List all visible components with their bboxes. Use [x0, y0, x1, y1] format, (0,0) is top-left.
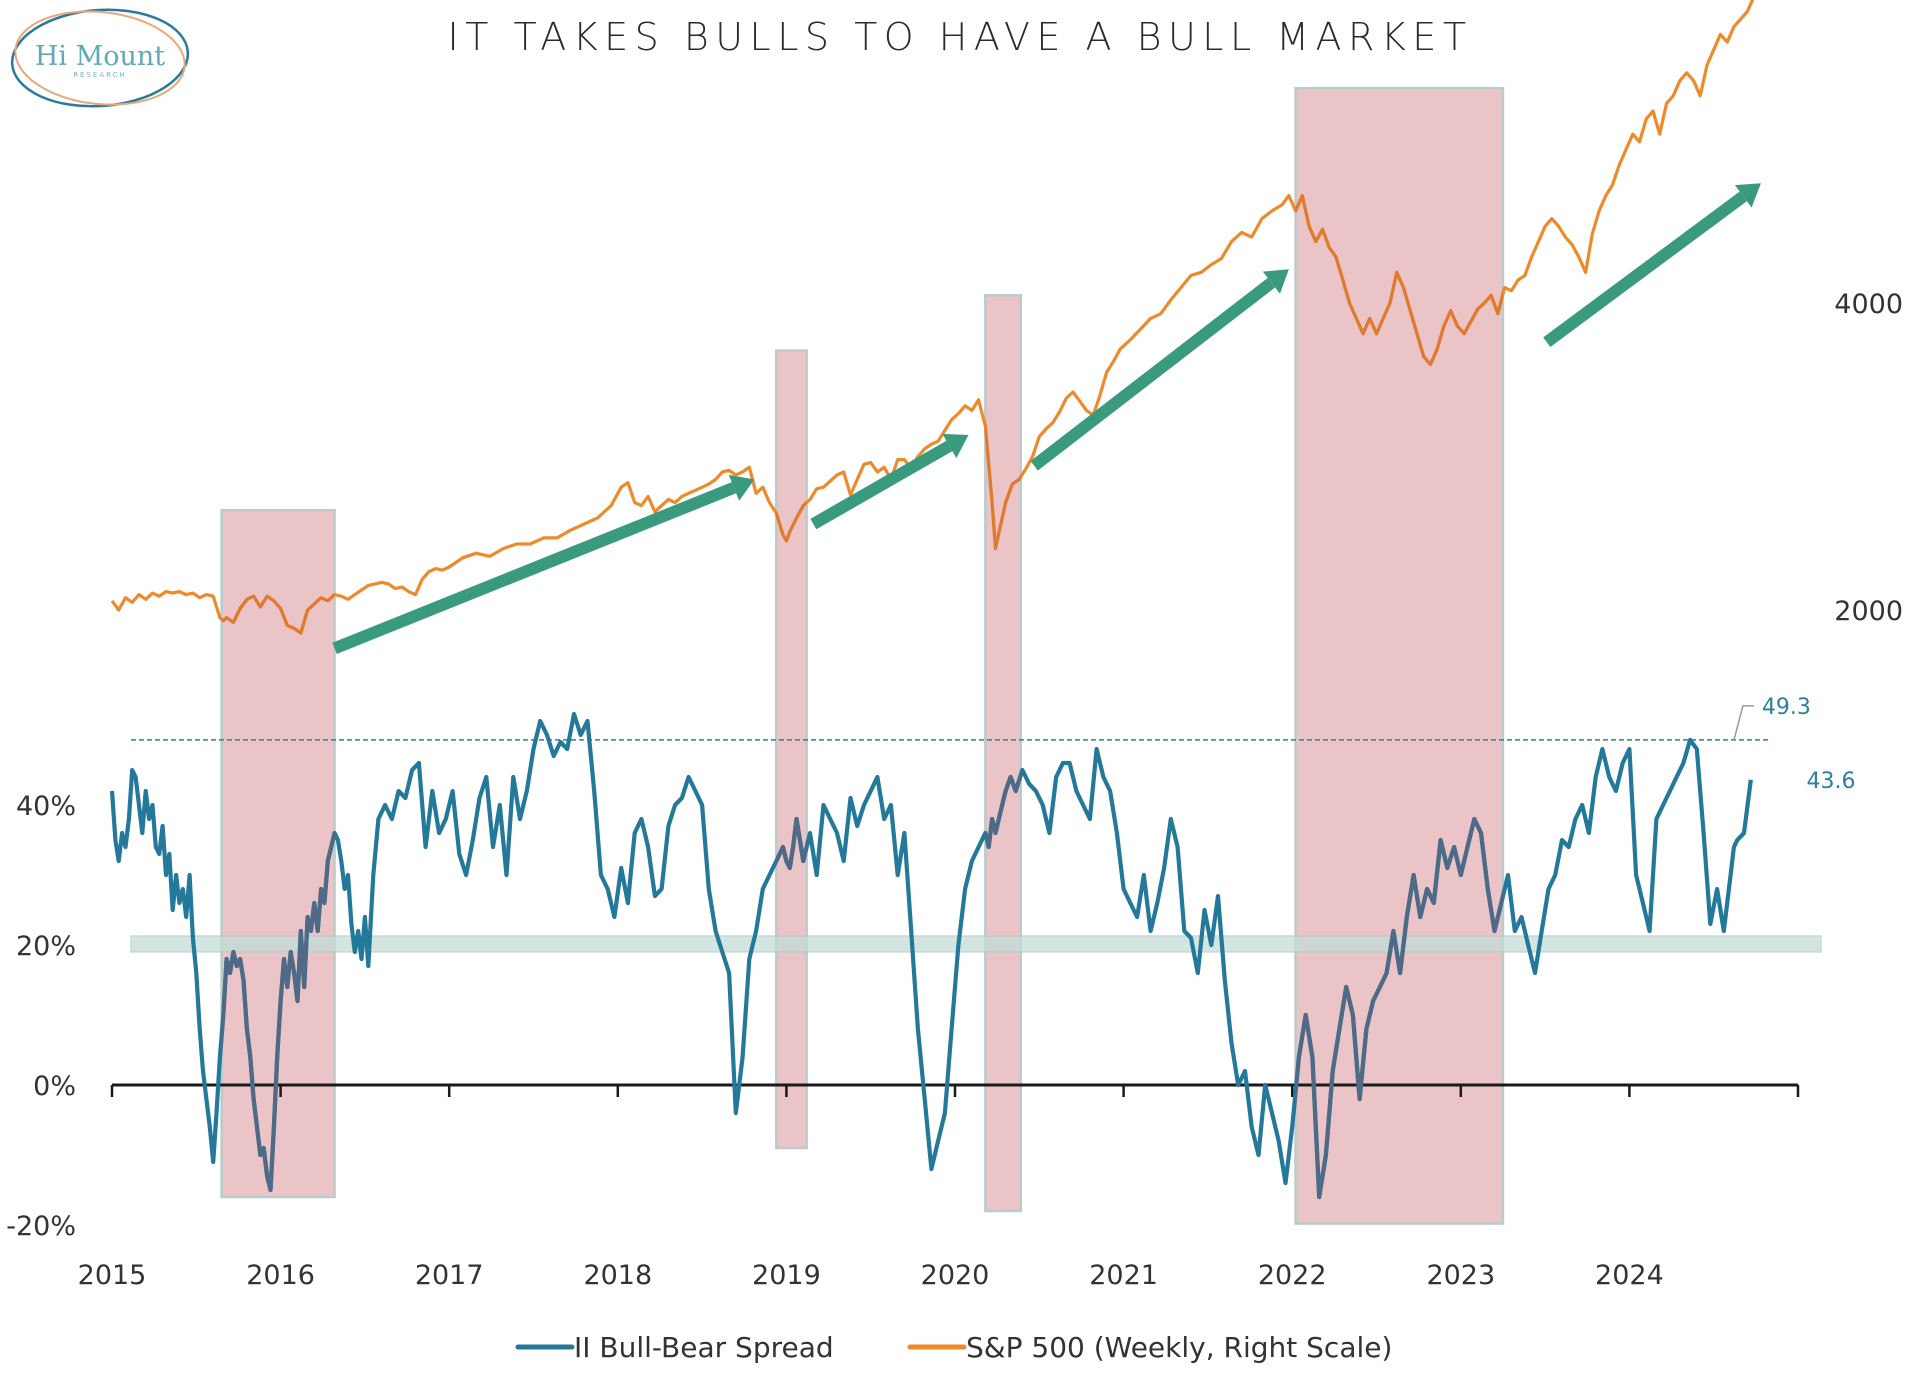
series-line-bull-bear-spread	[109, 711, 1753, 1200]
x-axis-label: 2015	[78, 1260, 147, 1291]
annotation-label-43-6: 43.6	[1807, 769, 1856, 794]
series-line-spread-shaded	[221, 711, 1503, 1200]
trend-arrow-2-shaft	[810, 440, 953, 530]
logo-subtitle: RESEARCH	[73, 71, 127, 79]
logo-ellipse-orange	[14, 10, 186, 106]
shaded-period-4	[1294, 86, 1505, 1225]
left-axis-label: -20%	[6, 1211, 76, 1242]
left-axis-labels: 40% 20% 0% -20%	[6, 791, 76, 1242]
reference-band	[130, 935, 1822, 953]
shaded-periods	[220, 86, 1505, 1225]
trend-arrow-4-head	[1734, 183, 1761, 208]
left-axis-label: 20%	[16, 931, 76, 962]
x-axis-label: 2022	[1258, 1260, 1327, 1291]
trend-arrow-3-shaft	[1030, 277, 1276, 471]
series-lines	[109, 0, 1755, 1200]
x-axis-label: 2023	[1426, 1260, 1495, 1291]
shaded-period-3	[984, 294, 1023, 1213]
left-axis-label: 0%	[33, 1071, 76, 1102]
trend-arrow-1-head	[728, 474, 755, 501]
legend-label-sp500: S&P 500 (Weekly, Right Scale)	[966, 1331, 1392, 1364]
annotation-leader-49-3	[1733, 705, 1754, 741]
right-axis-label: 4000	[1834, 289, 1903, 320]
trend-arrow-4-shaft	[1543, 191, 1747, 347]
x-axis-labels: 2015 2016 2017 2018 2019 2020 2021 2022 2023 2024	[78, 1260, 1664, 1291]
annotation-label-49-3: 49.3	[1762, 695, 1811, 720]
x-axis	[110, 1083, 1800, 1097]
logo: Hi Mount RESEARCH	[10, 8, 190, 108]
trend-arrow-3-head	[1262, 269, 1289, 294]
trend-arrow-2-head	[942, 433, 969, 459]
legend-label-spread: II Bull-Bear Spread	[574, 1331, 834, 1364]
x-axis-label: 2019	[752, 1260, 821, 1291]
logo-ellipse-blue	[10, 8, 190, 108]
shaded-period-2	[775, 349, 808, 1150]
legend: II Bull-Bear Spread S&P 500 (Weekly, Rig…	[515, 1331, 1392, 1364]
annotations: 49.3 43.6	[1733, 695, 1856, 794]
trend-arrow-1-shaft	[332, 482, 737, 654]
x-axis-label: 2018	[583, 1260, 652, 1291]
logo-text: Hi Mount	[35, 41, 165, 72]
trend-arrows	[332, 183, 1761, 654]
right-axis-labels: 4000 2000	[1834, 289, 1903, 627]
x-axis-label: 2017	[415, 1260, 484, 1291]
x-axis-label: 2021	[1089, 1260, 1158, 1291]
x-axis-label: 2020	[921, 1260, 990, 1291]
right-axis-label: 2000	[1834, 596, 1903, 627]
x-axis-label: 2016	[246, 1260, 315, 1291]
x-axis-label: 2024	[1595, 1260, 1664, 1291]
series-line-sp500-shaded	[221, 0, 1503, 635]
series-line-sp500	[110, 0, 1755, 635]
reference-band-20pct	[130, 935, 1822, 953]
chart-title: IT TAKES BULLS TO HAVE A BULL MARKET	[447, 15, 1472, 59]
left-axis-label: 40%	[16, 791, 76, 822]
